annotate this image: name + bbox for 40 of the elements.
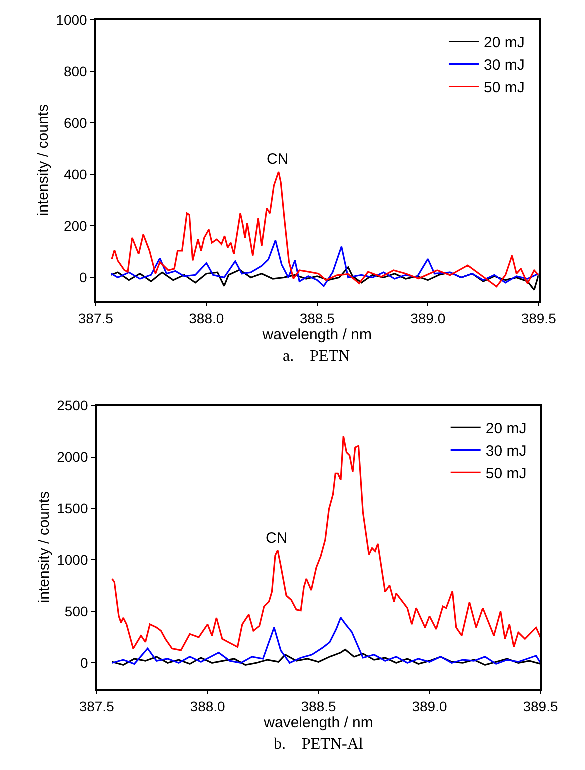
y-tick-label: 200	[64, 218, 88, 234]
y-tick-label: 0	[80, 270, 88, 286]
legend-label: 30 mJ	[486, 443, 527, 460]
y-tick-label: 2000	[57, 449, 88, 466]
text: b. PETN-Al	[274, 736, 364, 753]
y-tick-label: 800	[64, 63, 88, 80]
line-series	[110, 240, 539, 288]
line-series	[111, 171, 539, 288]
y-tick-label: 1000	[56, 12, 88, 28]
legend-label: 50 mJ	[486, 466, 527, 483]
x-tick-label: 388.5	[301, 698, 337, 714]
legend-label: 20 mJ	[486, 420, 527, 438]
y-tick-label: 1500	[57, 500, 88, 517]
y-axis-title: intensity / counts	[36, 491, 53, 604]
text: a. PETN	[283, 348, 351, 365]
x-axis-title: wavelength / nm	[262, 326, 372, 344]
x-tick-label: 389.0	[412, 698, 448, 714]
y-axis-title: intensity / counts	[34, 104, 52, 216]
legend-label: 20 mJ	[484, 34, 525, 52]
y-tick-label: 400	[64, 166, 88, 182]
legend-label: 30 mJ	[484, 57, 525, 74]
line-series	[112, 617, 541, 665]
x-tick-label: 387.5	[78, 310, 114, 326]
annotation: CN	[267, 151, 289, 168]
annotation: CN	[266, 530, 288, 547]
x-tick-label: 388.0	[190, 698, 226, 714]
line-series	[112, 435, 541, 652]
x-tick-label: 388.5	[300, 310, 336, 326]
legend-label: 50 mJ	[484, 80, 525, 97]
x-tick-label: 389.5	[523, 698, 558, 714]
x-tick-label: 387.5	[79, 698, 115, 714]
y-tick-label: 0	[80, 655, 88, 672]
y-tick-label: 2500	[57, 398, 88, 414]
x-axis-title: wavelength / nm	[263, 714, 374, 732]
y-tick-label: 600	[64, 114, 88, 131]
x-tick-label: 388.0	[189, 310, 224, 326]
x-tick-label: 389.5	[521, 310, 557, 326]
y-tick-label: 1000	[57, 552, 88, 568]
x-tick-label: 389.0	[410, 310, 446, 326]
y-tick-label: 500	[64, 604, 88, 620]
